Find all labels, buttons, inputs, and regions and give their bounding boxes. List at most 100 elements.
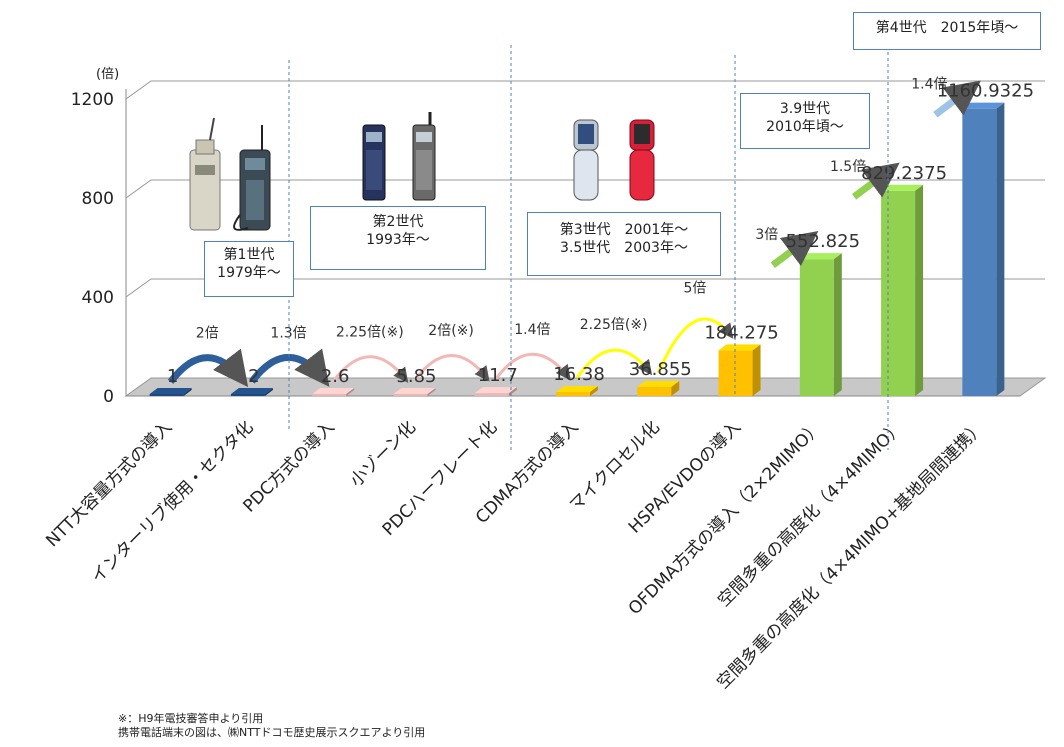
bar-0 [149,388,192,396]
gen39-year: 2010年頃～ [766,119,844,135]
generation-dividers [288,40,889,450]
y-tick-label-0: 0 [103,387,114,407]
bar-side-2 [346,388,355,396]
gridline-800 [125,179,1045,199]
bar-side-5 [590,385,598,396]
multiplier-arrow-4 [494,352,571,381]
multiplier-label-2: 2.25倍(※) [336,325,404,341]
footnote-source-images: 携帯電話端末の図は、㈱NTTドコモ歴史展示スクエアより引用 [118,726,426,739]
value-label-9: 829.2375 [861,163,947,184]
bar-front-0 [149,394,184,396]
gen2-phone-illustrations [362,112,436,201]
multiplier-label-5: 2.25倍(※) [580,317,648,333]
multiplier-arrow-7 [770,230,819,268]
gen3-name: 第3世代 2001年～ [559,222,689,238]
bar-top-2 [312,388,355,394]
value-label-6: 36.855 [629,359,692,380]
multiplier-arrow-9 [933,80,981,118]
value-label-7: 184.275 [704,322,778,343]
bar-side-0 [183,388,192,396]
category-label-1: インターリブ使用・セクタ化 [87,417,258,588]
bar-side-9 [915,184,924,396]
multiplier-label-9: 1.4倍 [911,77,947,93]
bar-front-3 [393,394,428,396]
bar-side-8 [833,253,842,396]
bar-front-8 [799,259,834,396]
bar-2 [312,388,355,396]
bar-top-0 [149,388,192,394]
bar-front-4 [474,393,509,396]
gen3-label-box: 第3世代 2001年～ 3.5世代 2003年～ [527,212,721,276]
multiplier-label-0: 2倍 [196,326,219,342]
bar-top-5 [556,385,598,392]
gen1-name: 第1世代 [223,247,275,263]
gen3-phone-illustrations [573,119,655,201]
gen39-name: 3.9世代 [779,101,831,117]
multiplier-arrow-3 [413,354,490,382]
multiplier-arrow-1 [249,348,330,387]
bar-front-1 [230,394,265,396]
gen1-phone-illustrations [189,117,271,231]
multiplier-arrow-5 [575,348,653,379]
gen35-name: 3.5世代 2003年～ [560,240,688,256]
value-label-4: 11.7 [478,365,518,386]
gen2-label-box: 第2世代 1993年～ [310,206,486,270]
multiplier-label-7: 3倍 [755,227,778,243]
gen1-label-box: 第1世代 1979年～ [204,241,294,297]
gen4-label-box: 第4世代 2015年頃～ [853,12,1041,50]
value-label-3: 5.85 [396,366,436,387]
value-label-1: 2 [248,366,259,387]
bar-top-3 [393,388,436,394]
bar-top-4 [474,387,517,394]
y-tick-label-1200: 1200 [71,90,114,110]
bar-front-7 [718,350,753,396]
gen2-name: 第2世代 [372,214,424,230]
value-label-5: 16.38 [553,364,605,385]
y-axis-unit-label: (倍) [96,67,119,82]
multiplier-arrow-0 [167,348,249,388]
multiplier-label-3: 2倍(※) [428,323,474,339]
multiplier-arrow-8 [851,162,900,200]
multiplier-arrow-2 [331,355,409,383]
bar-front-6 [637,386,672,396]
multiplier-label-1: 1.3倍 [270,325,306,341]
gridline-1200 [125,80,1045,100]
gen39-label-box: 3.9世代 2010年頃～ [740,93,870,149]
bar-front-10 [962,108,997,397]
multiplier-label-6: 5倍 [683,280,706,296]
value-label-10: 1160.9325 [937,81,1034,102]
value-label-0: 1 [167,366,178,387]
category-label-3: 小ゾーン化 [346,417,420,491]
bar-side-3 [427,388,436,396]
bar-side-1 [264,388,273,396]
bar-7 [718,344,761,396]
value-label-2: 2.6 [321,366,350,387]
bar-10 [962,102,1005,397]
bar-top-6 [637,380,680,387]
gen1-year: 1979年～ [217,265,281,281]
bar-top-7 [718,344,761,351]
gen4-name: 第4世代 2015年頃～ [875,20,1019,36]
value-label-8: 552.825 [786,231,860,252]
bar-9 [881,184,924,396]
bar-front-5 [556,391,590,396]
bar-1 [230,388,273,396]
bar-8 [799,253,842,396]
bar-front-9 [881,190,916,396]
footnotes: ※：H9年電技審答申より引用 携帯電話端末の図は、㈱NTTドコモ歴史展示スクエア… [118,712,425,740]
multiplier-label-4: 1.4倍 [514,322,550,338]
y-tick-label-800: 800 [82,189,114,209]
y-tick-label-400: 400 [82,288,114,308]
gen2-year: 1993年～ [366,232,430,248]
bar-side-10 [996,102,1005,397]
bar-side-7 [752,344,761,396]
multiplier-label-8: 1.5倍 [830,159,866,175]
gridline-400 [125,278,1045,298]
bar-6 [637,380,680,396]
bar-4 [474,387,517,396]
bar-side-6 [671,380,680,396]
multiplier-arrow-6 [656,317,734,374]
footnote-source-council: ※：H9年電技審答申より引用 [118,712,264,725]
bar-front-2 [312,394,347,396]
